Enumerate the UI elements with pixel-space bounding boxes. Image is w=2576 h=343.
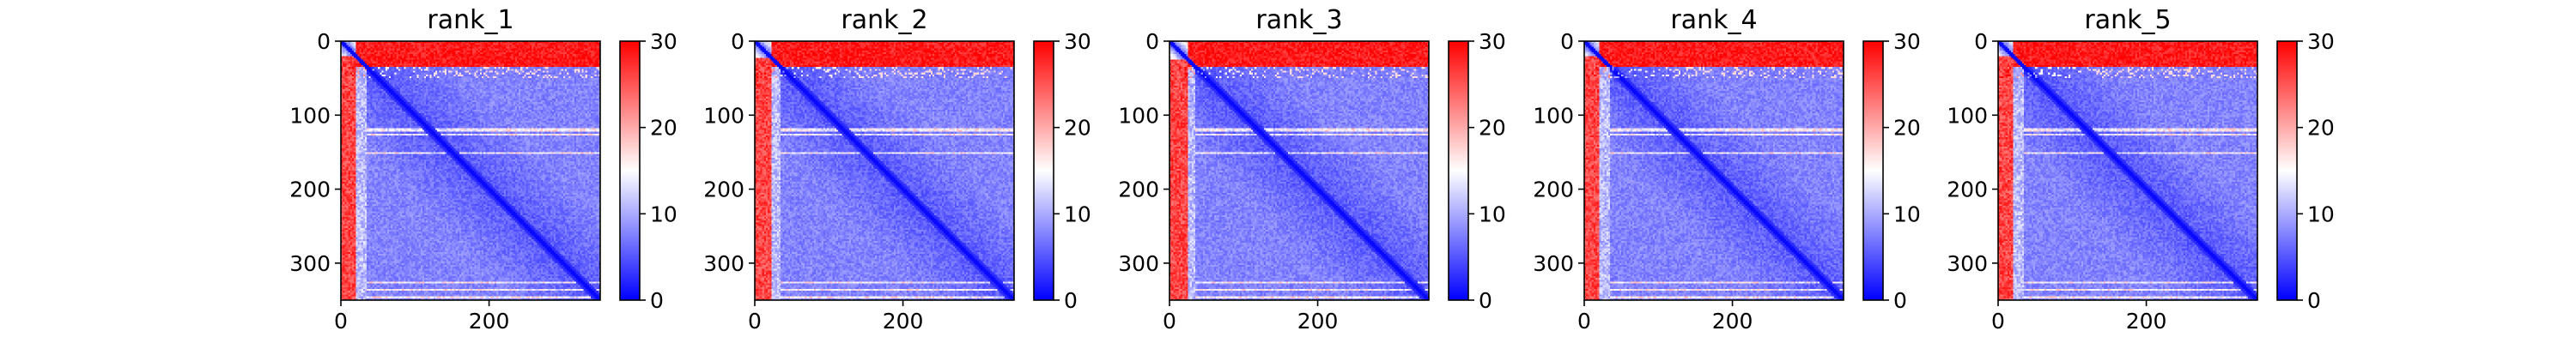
y-tick-label: 100 <box>703 103 744 128</box>
y-tick-label: 300 <box>703 251 744 276</box>
x-tick-label: 0 <box>334 309 348 334</box>
y-tick-label: 0 <box>1974 29 1988 54</box>
y-tick-label: 100 <box>1533 103 1574 128</box>
y-tick-label: 300 <box>289 251 331 276</box>
y-tick-label: 100 <box>1118 103 1159 128</box>
x-tick-label: 200 <box>1712 309 1753 334</box>
colorbar-tick-label: 30 <box>1479 29 1506 54</box>
y-tick-label: 300 <box>1118 251 1159 276</box>
colorbar-tick-label: 0 <box>650 288 664 313</box>
heatmap-matrix <box>755 41 1014 300</box>
y-tick-label: 0 <box>317 29 331 54</box>
panel-rank_2: rank_2 0 100 200 300 0 200 0 10 20 30 <box>703 5 1091 334</box>
colorbar-frame <box>619 40 641 301</box>
y-tick-label: 300 <box>1533 251 1574 276</box>
colorbar-tick-label: 20 <box>1893 116 1921 141</box>
colorbar <box>1863 41 1883 300</box>
panel-title: rank_5 <box>2084 5 2171 35</box>
x-tick-label: 0 <box>1991 309 2005 334</box>
axes-frame <box>1583 40 1844 301</box>
panel-title: rank_2 <box>841 5 927 35</box>
heatmap-matrix <box>341 41 600 300</box>
y-tick-label: 100 <box>289 103 331 128</box>
colorbar-tick-label: 30 <box>1893 29 1921 54</box>
heatmap-matrix <box>1170 41 1429 300</box>
colorbar-tick-label: 30 <box>2307 29 2335 54</box>
panel-rank_4: rank_4 0 100 200 300 0 200 0 10 20 30 <box>1533 5 1921 334</box>
colorbar-frame <box>1862 40 1884 301</box>
y-tick-label: 0 <box>731 29 744 54</box>
colorbar-tick-label: 30 <box>650 29 677 54</box>
colorbar <box>2277 41 2297 300</box>
colorbar-tick-label: 0 <box>1893 288 1907 313</box>
colorbar-frame <box>2276 40 2298 301</box>
colorbar-tick-label: 20 <box>1479 116 1506 141</box>
y-tick-label: 200 <box>1947 178 1988 202</box>
y-tick-label: 200 <box>1118 178 1159 202</box>
y-tick-label: 300 <box>1947 251 1988 276</box>
colorbar-tick-label: 0 <box>1479 288 1492 313</box>
axes-frame <box>1997 40 2258 301</box>
panel-rank_1: rank_1 0 100 200 300 0 200 0 10 20 30 <box>289 5 677 334</box>
x-tick-label: 200 <box>2126 309 2167 334</box>
heatmap-matrix <box>1998 41 2257 300</box>
colorbar-tick-label: 10 <box>650 202 677 226</box>
y-tick-label: 200 <box>1533 178 1574 202</box>
x-tick-label: 0 <box>748 309 762 334</box>
x-tick-label: 200 <box>1297 309 1339 334</box>
y-tick-label: 100 <box>1947 103 1988 128</box>
colorbar-tick-label: 10 <box>1479 202 1506 226</box>
y-tick-label: 0 <box>1145 29 1159 54</box>
colorbar <box>620 41 640 300</box>
panel-title: rank_4 <box>1670 5 1757 35</box>
colorbar-tick-label: 20 <box>2307 116 2335 141</box>
colorbar-tick-label: 0 <box>1064 288 1078 313</box>
colorbar-tick-label: 0 <box>2307 288 2321 313</box>
x-tick-label: 200 <box>883 309 924 334</box>
x-tick-label: 200 <box>469 309 510 334</box>
colorbar-tick-label: 20 <box>650 116 677 141</box>
panel-rank_3: rank_3 0 100 200 300 0 200 0 10 20 30 <box>1118 5 1506 334</box>
colorbar-tick-label: 20 <box>1064 116 1091 141</box>
colorbar-frame <box>1033 40 1054 301</box>
y-tick-label: 200 <box>703 178 744 202</box>
colorbar-tick-label: 10 <box>1893 202 1921 226</box>
axes-frame <box>340 40 601 301</box>
axes-frame <box>754 40 1015 301</box>
y-tick-label: 0 <box>1560 29 1574 54</box>
colorbar-frame <box>1448 40 1469 301</box>
axes-frame <box>1169 40 1430 301</box>
panel-title: rank_3 <box>1255 5 1342 35</box>
x-tick-label: 0 <box>1577 309 1591 334</box>
colorbar <box>1449 41 1468 300</box>
colorbar-tick-label: 10 <box>2307 202 2335 226</box>
panel-rank_5: rank_5 0 100 200 300 0 200 0 10 20 30 <box>1947 5 2335 334</box>
panel-title: rank_1 <box>427 5 513 35</box>
colorbar-tick-label: 10 <box>1064 202 1091 226</box>
colorbar <box>1034 41 1054 300</box>
colorbar-tick-label: 30 <box>1064 29 1091 54</box>
heatmap-matrix <box>1584 41 1844 300</box>
y-tick-label: 200 <box>289 178 331 202</box>
x-tick-label: 0 <box>1163 309 1176 334</box>
